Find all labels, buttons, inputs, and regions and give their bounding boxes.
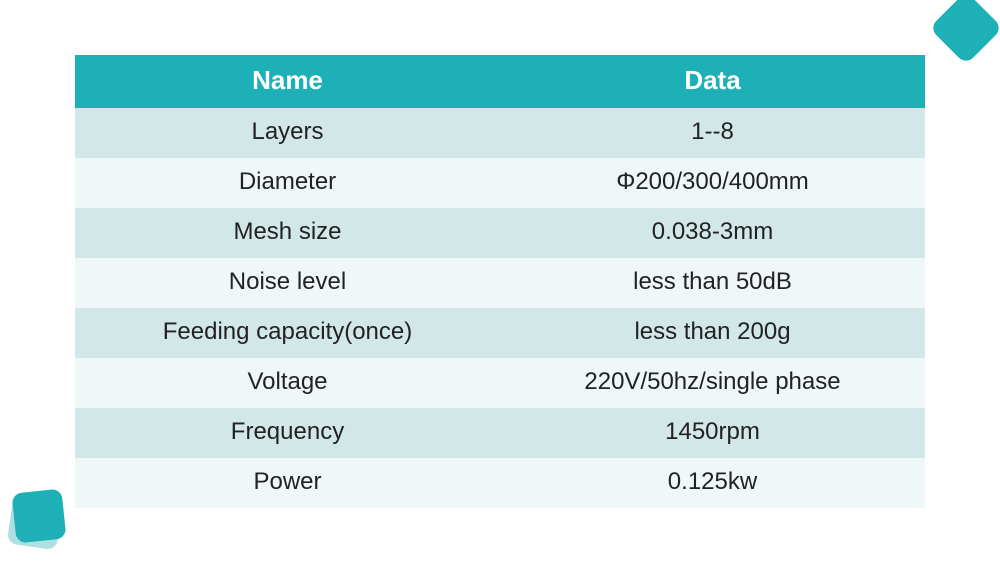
table-row: Frequency 1450rpm <box>75 408 925 458</box>
cell-name: Voltage <box>75 358 500 408</box>
cell-data: less than 200g <box>500 308 925 358</box>
cell-data: 1450rpm <box>500 408 925 458</box>
table-row: Feeding capacity(once) less than 200g <box>75 308 925 358</box>
table-row: Mesh size 0.038-3mm <box>75 208 925 258</box>
cell-name: Layers <box>75 108 500 158</box>
table-body: Layers 1--8 Diameter Φ200/300/400mm Mesh… <box>75 108 925 508</box>
cell-name: Noise level <box>75 258 500 308</box>
table-header-row: Name Data <box>75 55 925 108</box>
cell-data: 0.038-3mm <box>500 208 925 258</box>
cell-name: Power <box>75 458 500 508</box>
spec-table-container: Name Data Layers 1--8 Diameter Φ200/300/… <box>75 55 925 508</box>
cell-data: 220V/50hz/single phase <box>500 358 925 408</box>
cell-name: Mesh size <box>75 208 500 258</box>
table-row: Noise level less than 50dB <box>75 258 925 308</box>
cell-name: Feeding capacity(once) <box>75 308 500 358</box>
table-row: Diameter Φ200/300/400mm <box>75 158 925 208</box>
table-row: Voltage 220V/50hz/single phase <box>75 358 925 408</box>
cell-name: Frequency <box>75 408 500 458</box>
cell-data: 0.125kw <box>500 458 925 508</box>
cell-data: less than 50dB <box>500 258 925 308</box>
cell-name: Diameter <box>75 158 500 208</box>
col-header-name: Name <box>75 55 500 108</box>
spec-table: Name Data Layers 1--8 Diameter Φ200/300/… <box>75 55 925 508</box>
cell-data: Φ200/300/400mm <box>500 158 925 208</box>
table-row: Power 0.125kw <box>75 458 925 508</box>
col-header-data: Data <box>500 55 925 108</box>
corner-card-front-icon <box>12 489 67 544</box>
table-row: Layers 1--8 <box>75 108 925 158</box>
cell-data: 1--8 <box>500 108 925 158</box>
corner-diamond-icon <box>929 0 1000 65</box>
